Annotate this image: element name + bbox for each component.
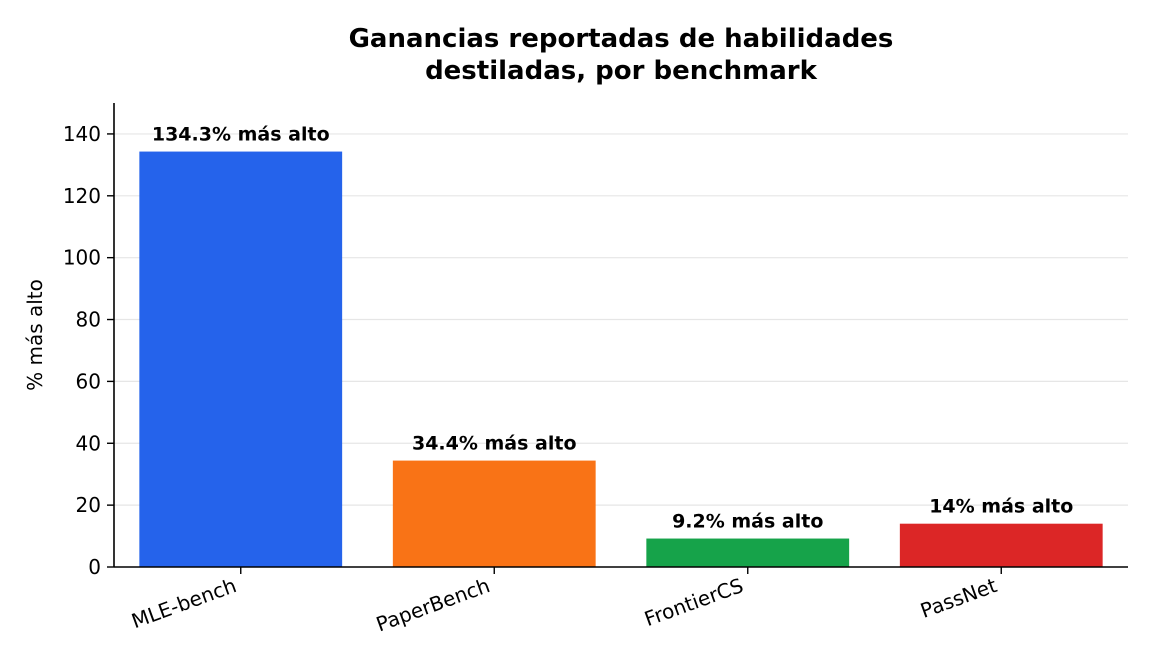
data-labels: 134.3% más alto 34.4% más alto 9.2% más al…	[152, 124, 1073, 533]
x-tick-label: PassNet	[917, 573, 1000, 623]
data-label: 34.4% más alto	[412, 433, 577, 455]
y-axis-ticks: 0 20 40 60 80 100 120 140	[63, 122, 114, 579]
bars	[139, 151, 1103, 567]
data-label: 9.2% más alto	[672, 511, 823, 533]
bar-paperbench	[392, 460, 596, 567]
y-tick-label: 20	[76, 493, 101, 517]
data-label: 134.3% más alto	[152, 124, 330, 146]
y-tick-label: 40	[76, 431, 101, 455]
x-tick-label: MLE-bench	[128, 573, 239, 633]
chart-title-line-1: Ganancias reportadas de habilidades	[349, 24, 894, 54]
x-axis-ticks: MLE-bench PaperBench FrontierCS PassNet	[128, 567, 1002, 636]
y-tick-label: 80	[76, 308, 101, 332]
y-tick-label: 140	[63, 122, 101, 146]
chart-title: Ganancias reportadas de habilidadesdesti…	[349, 24, 894, 86]
axes	[113, 103, 1128, 568]
data-label: 14% más alto	[929, 496, 1073, 518]
chart-title-line-2: destiladas, por benchmark	[425, 56, 818, 86]
y-tick-label: 100	[63, 246, 101, 270]
bar-passnet	[899, 523, 1103, 567]
bar-mle-bench	[139, 151, 343, 567]
y-tick-label: 120	[63, 184, 101, 208]
y-tick-label: 0	[88, 555, 101, 579]
x-tick-label: PaperBench	[373, 573, 493, 636]
y-axis-label: % más alto	[23, 279, 47, 391]
y-tick-label: 60	[76, 369, 101, 393]
bar-frontiercs	[646, 538, 850, 567]
x-tick-label: FrontierCS	[641, 573, 746, 631]
